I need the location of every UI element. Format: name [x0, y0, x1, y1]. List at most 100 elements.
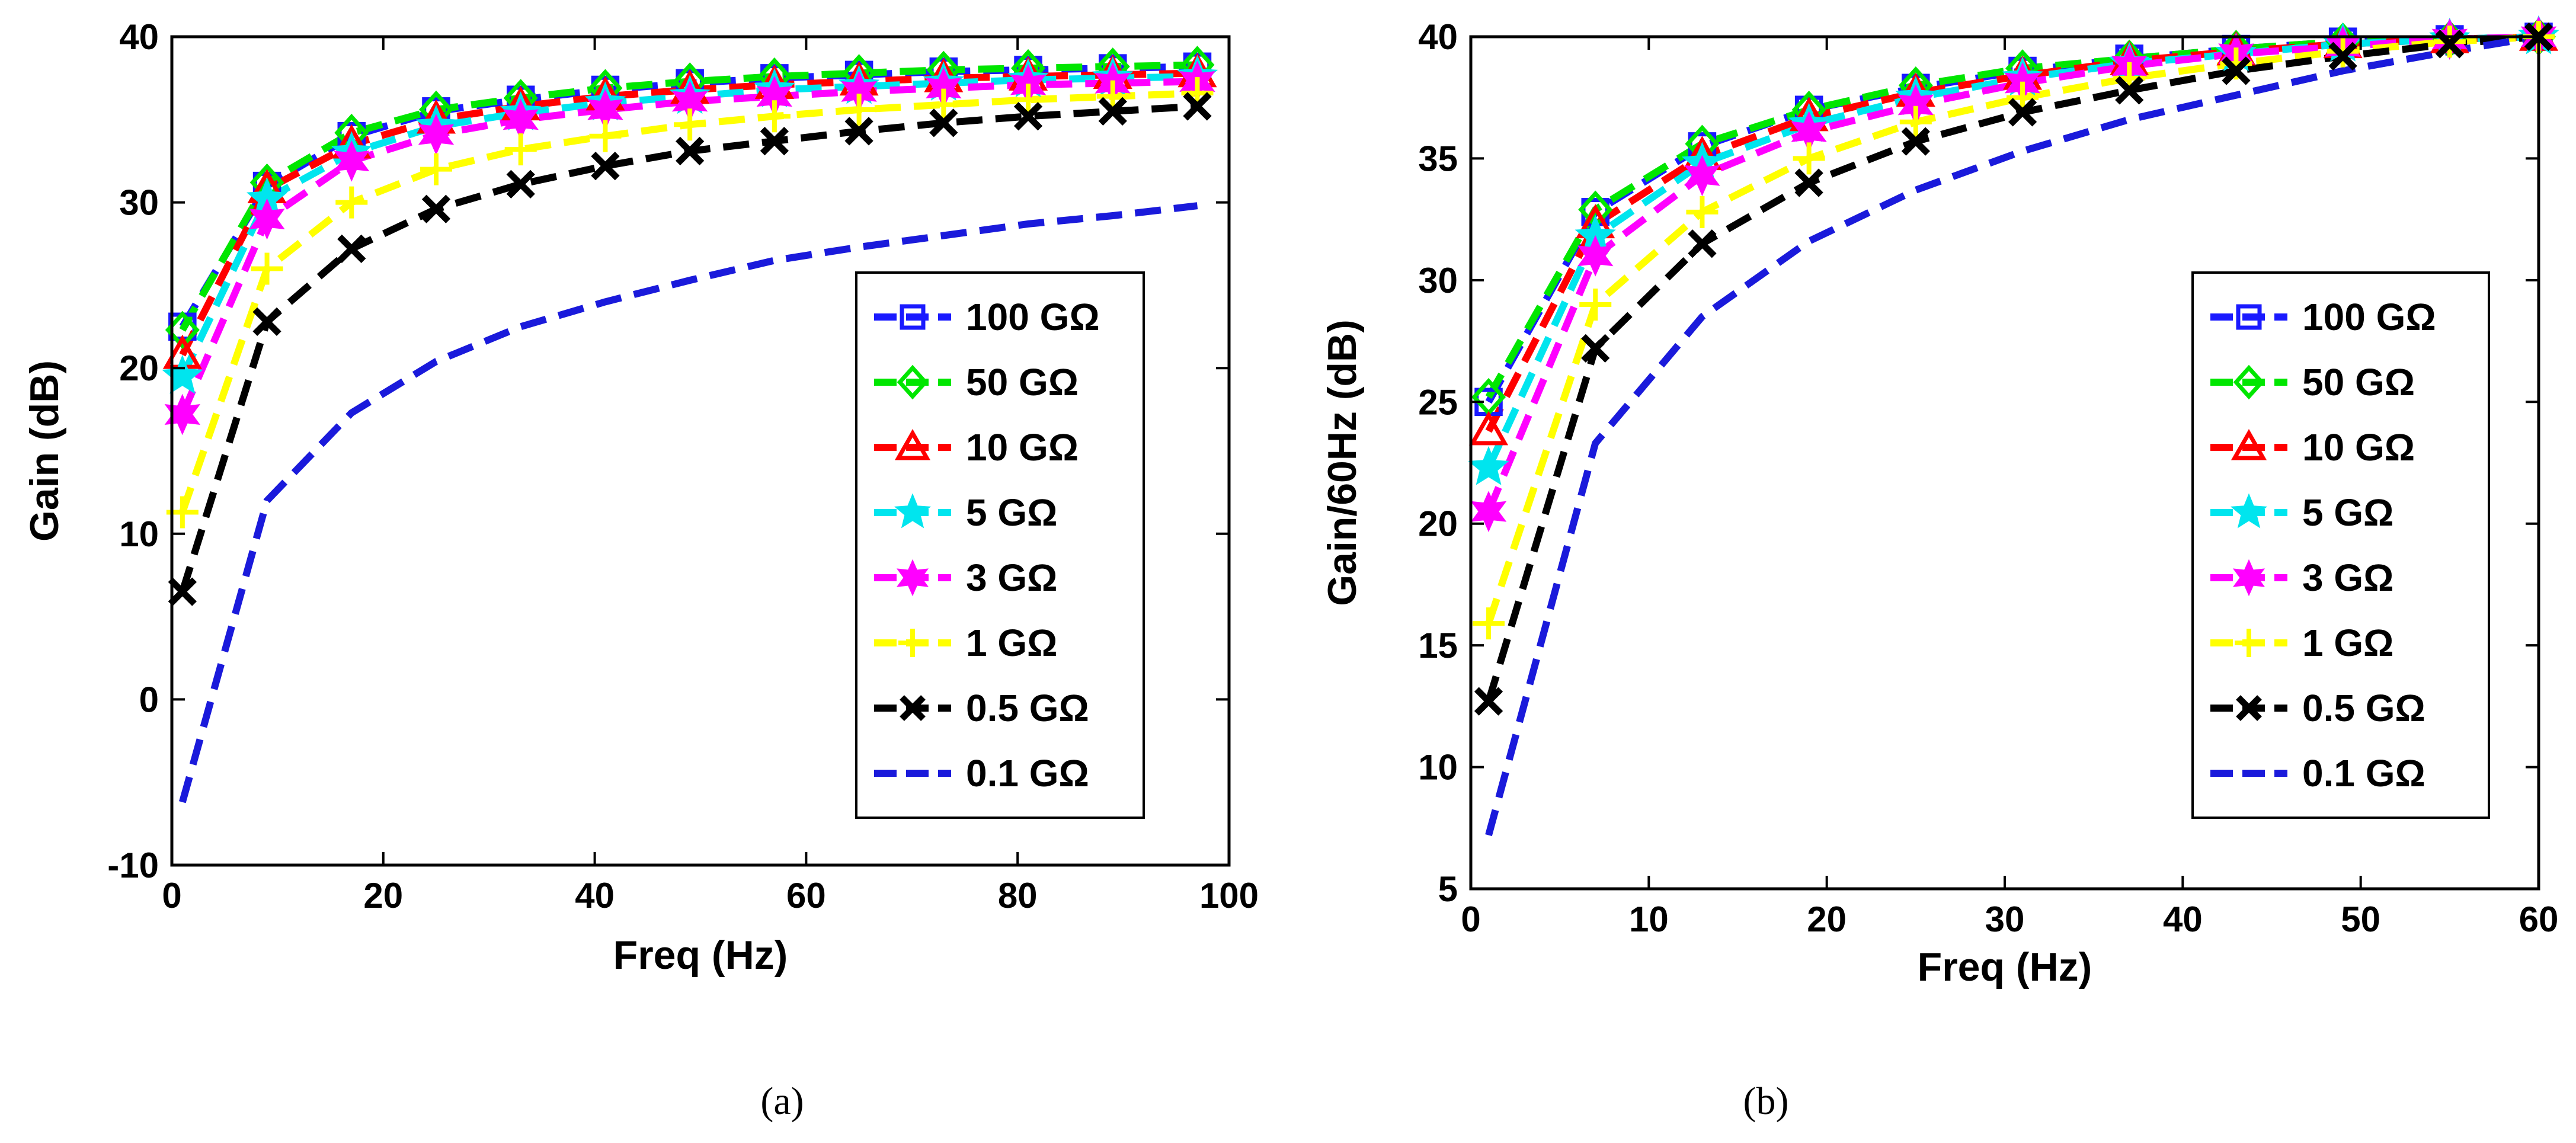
data-point-marker	[162, 354, 203, 394]
legend-entry-label: 0.1 GΩ	[2302, 752, 2425, 795]
legend-box	[855, 271, 1145, 819]
legend-swatch-marker	[896, 559, 929, 597]
data-point-marker	[251, 252, 283, 285]
legend-entry-label: 1 GΩ	[966, 622, 1057, 664]
y-tick-label: 30	[1418, 261, 1458, 300]
y-tick-label: 35	[1418, 139, 1458, 178]
legend-swatch-marker	[2233, 364, 2265, 400]
data-point-marker	[2222, 56, 2251, 85]
panel-b-y-axis-label: Gain/60Hz (dB)	[1320, 319, 1365, 606]
legend-entry-label: 50 GΩ	[966, 361, 1079, 404]
data-point-marker	[844, 117, 873, 146]
x-tick-label: 0	[162, 876, 181, 915]
data-point-marker	[591, 151, 620, 181]
legend-swatch-marker	[2232, 559, 2265, 597]
x-tick-label: 50	[2341, 899, 2380, 939]
data-point-marker	[335, 186, 368, 219]
data-point-marker	[1577, 235, 1614, 277]
legend-swatch-marker	[900, 695, 926, 721]
data-point-marker	[1183, 92, 1212, 121]
data-point-marker	[674, 108, 706, 141]
panel-a-series-layer	[162, 46, 1218, 803]
data-point-marker	[1581, 334, 1610, 363]
y-tick-label: 25	[1418, 382, 1458, 422]
data-point-marker	[504, 133, 537, 166]
x-tick-label: 60	[786, 876, 826, 915]
data-point-marker	[1688, 229, 1717, 258]
data-point-marker	[164, 393, 201, 436]
data-point-marker	[1793, 142, 1825, 175]
data-point-marker	[2328, 41, 2357, 71]
legend-swatch-marker	[900, 304, 926, 330]
legend-swatch-marker	[894, 493, 932, 529]
y-tick-label: 20	[119, 348, 159, 388]
legend-entry-label: 0.1 GΩ	[966, 752, 1089, 795]
y-tick-label: 20	[1418, 504, 1458, 544]
legend-entry-label: 1 GΩ	[2302, 622, 2393, 664]
data-point-marker	[1012, 84, 1045, 116]
data-point-marker	[249, 198, 285, 240]
legend-entry-label: 0.5 GΩ	[966, 687, 1089, 729]
legend-entry-label: 10 GΩ	[966, 426, 1079, 469]
panel-b-series-layer	[1468, 15, 2559, 837]
data-point-marker	[420, 153, 452, 185]
data-point-marker	[337, 234, 366, 264]
data-point-marker	[1899, 105, 1932, 138]
legend-entry-label: 3 GΩ	[2302, 556, 2393, 599]
data-point-marker	[758, 100, 791, 133]
legend-entry-label: 50 GΩ	[2302, 361, 2415, 404]
series-line	[179, 202, 1198, 803]
legend-entry-label: 0.5 GΩ	[2302, 687, 2425, 729]
x-tick-label: 20	[1807, 899, 1847, 939]
y-tick-label: 40	[119, 17, 159, 57]
data-point-marker	[1579, 288, 1612, 321]
panel-b-caption: (b)	[1743, 1080, 1789, 1123]
data-point-marker	[927, 88, 960, 121]
legend-swatch-marker	[894, 428, 931, 460]
data-point-marker	[1469, 411, 1509, 446]
data-point-marker	[1901, 127, 1930, 156]
data-point-marker	[1013, 102, 1043, 131]
x-tick-label: 0	[1461, 899, 1480, 939]
panel-a-legend: 100 GΩ 50 GΩ 10 GΩ 5 GΩ 3 GΩ 1 GΩ 0.5 GΩ 0.1 GΩ	[855, 271, 1145, 819]
x-tick-label: 100	[1199, 876, 1259, 915]
x-tick-label: 30	[1985, 899, 2025, 939]
x-tick-label: 10	[1629, 899, 1669, 939]
legend-entry-label: 100 GΩ	[2302, 296, 2436, 338]
legend-swatch-marker	[897, 364, 929, 400]
panel-a-caption: (a)	[760, 1080, 804, 1123]
legend-swatch-marker	[2230, 493, 2268, 529]
data-point-marker	[843, 94, 875, 126]
data-point-marker	[506, 169, 535, 198]
data-point-marker	[1686, 196, 1719, 228]
panel-b-legend: 100 GΩ 50 GΩ 10 GΩ 5 GΩ 3 GΩ 1 GΩ 0.5 GΩ 0.1 GΩ	[2191, 271, 2490, 819]
panel-b-x-axis-label: Freq (Hz)	[1918, 945, 2092, 990]
y-tick-label: 0	[139, 680, 159, 719]
legend-entry-label: 10 GΩ	[2302, 426, 2415, 469]
data-point-marker	[1474, 687, 1503, 716]
data-point-marker	[1684, 155, 1720, 197]
legend-swatch-marker	[2231, 428, 2267, 460]
legend-entry-label: 5 GΩ	[966, 491, 1057, 534]
y-tick-label: 40	[1418, 17, 1458, 57]
data-point-marker	[676, 136, 705, 166]
y-tick-label: 5	[1438, 869, 1458, 909]
legend-swatch-marker	[2236, 695, 2262, 721]
data-point-marker	[1473, 607, 1505, 640]
y-tick-label: 10	[1418, 748, 1458, 787]
y-tick-label: -10	[107, 846, 159, 885]
legend-entry-label: 5 GΩ	[2302, 491, 2393, 534]
data-point-marker	[2008, 98, 2037, 127]
legend-entry-label: 100 GΩ	[966, 296, 1100, 338]
x-tick-label: 20	[363, 876, 403, 915]
legend-swatch-marker	[898, 629, 927, 657]
y-tick-label: 15	[1418, 626, 1458, 665]
data-point-marker	[2115, 76, 2144, 105]
data-point-marker	[168, 577, 197, 606]
data-point-marker	[334, 140, 370, 182]
data-point-marker	[929, 108, 958, 137]
data-point-marker	[421, 194, 451, 223]
